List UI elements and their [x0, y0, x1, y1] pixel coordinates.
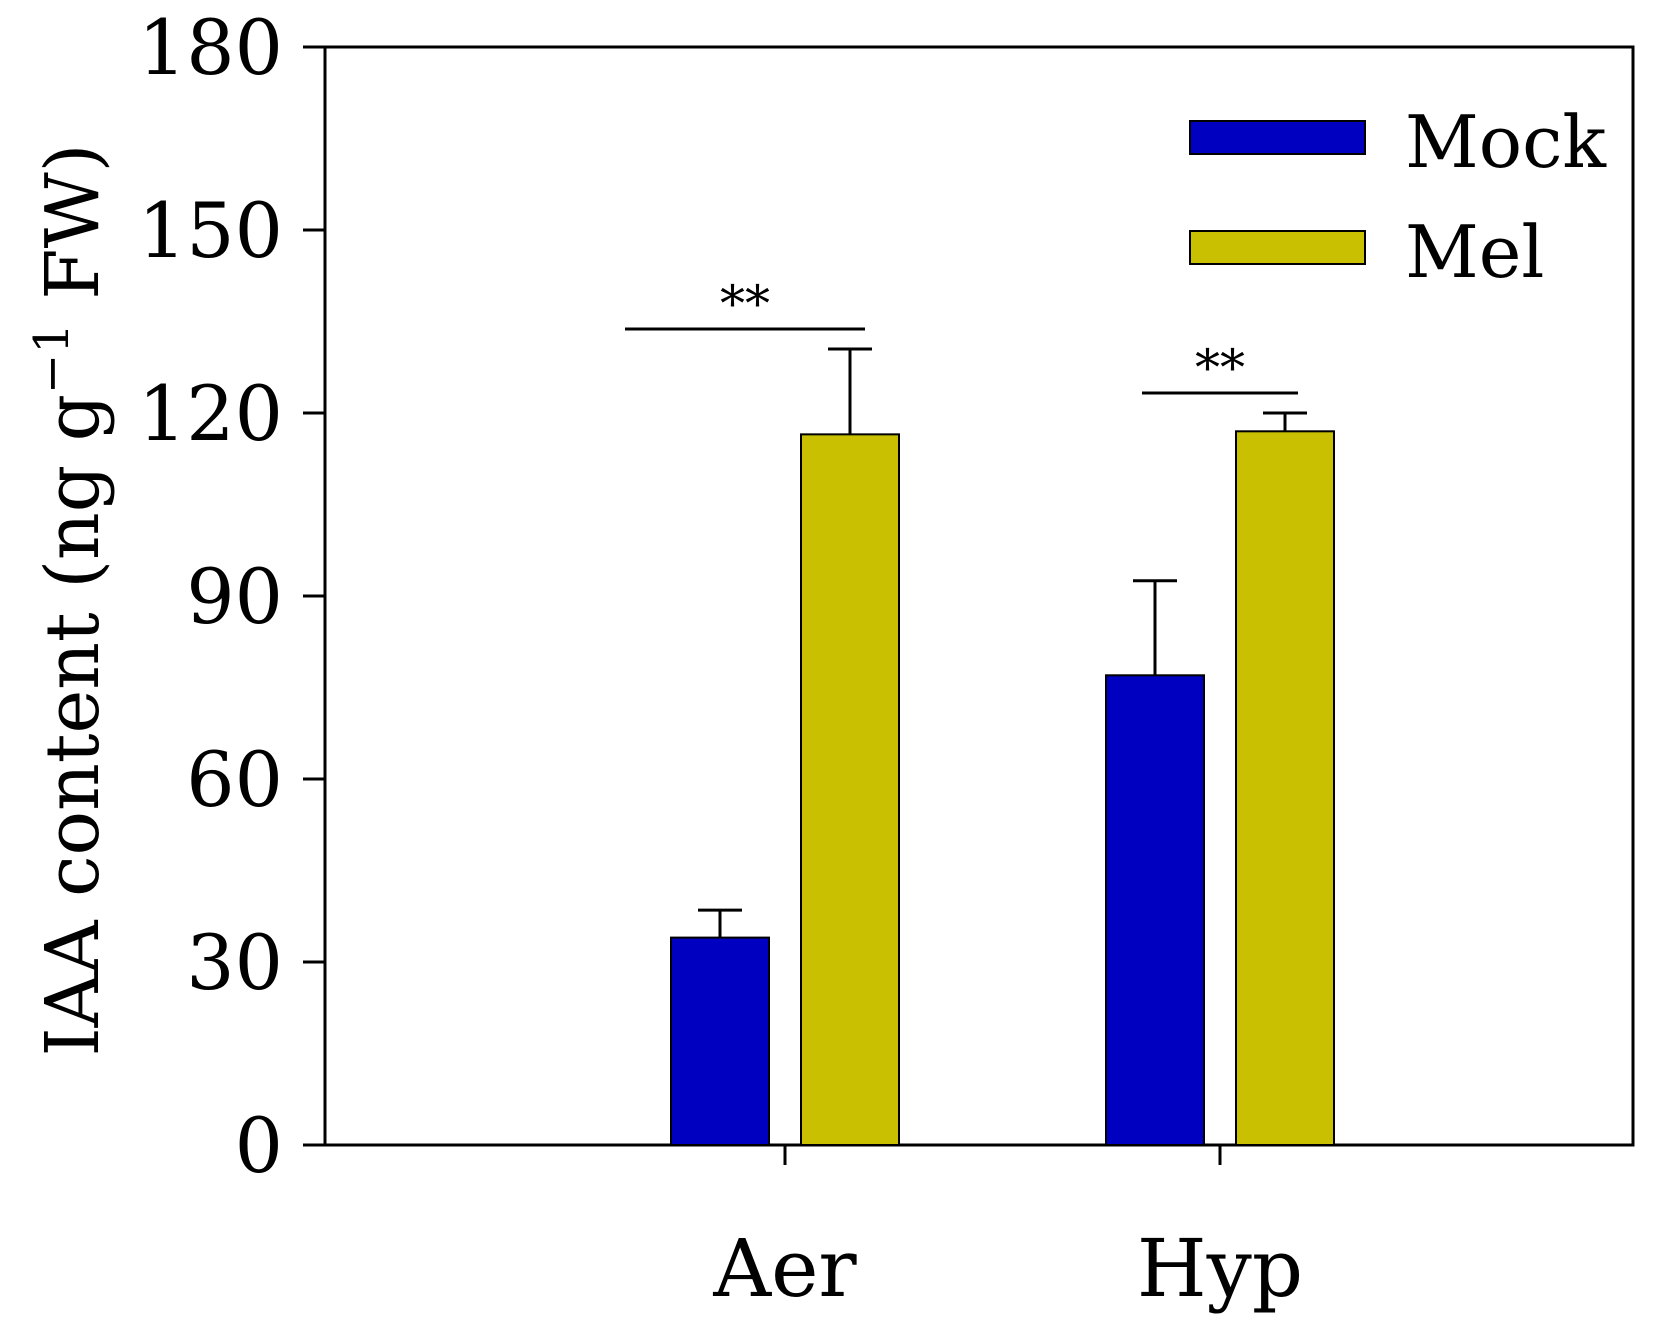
legend-swatch-mel [1189, 230, 1366, 265]
bars-group [670, 430, 1335, 1147]
legend-label-mock: Mock [1405, 100, 1607, 184]
y-axis-label-unit: FW) [30, 143, 116, 323]
bar-mel-aer [800, 433, 900, 1147]
legend-swatch-mock [1189, 120, 1366, 155]
error-bars-group [698, 347, 1307, 938]
x-tick-label-aer: Aer [712, 1222, 857, 1315]
y-tick-label: 120 [138, 369, 283, 458]
bar-mock-aer [670, 936, 770, 1146]
significance-group: ** ** [625, 275, 1298, 397]
legend: Mock Mel [1189, 100, 1607, 294]
y-tick-label: 90 [186, 552, 283, 641]
y-tick-label: 60 [186, 735, 283, 824]
legend-label-mel: Mel [1405, 210, 1544, 294]
y-tick-label: 150 [138, 186, 283, 275]
x-tick-label-hyp: Hyp [1137, 1222, 1303, 1315]
y-axis-ticks: 0 30 60 90 120 150 180 [138, 3, 325, 1190]
bar-mel-hyp [1235, 430, 1335, 1146]
x-axis-ticks: Aer Hyp [712, 1145, 1303, 1315]
y-axis-label-superscript: −1 [24, 323, 80, 394]
significance-label-aer: ** [720, 275, 770, 333]
y-tick-label: 30 [186, 918, 283, 1007]
significance-label-hyp: ** [1195, 339, 1245, 397]
y-tick-label: 180 [138, 3, 283, 92]
y-axis-label-main: IAA content (ng g [30, 394, 116, 1057]
bar-mock-hyp [1105, 674, 1205, 1146]
y-tick-label: 0 [235, 1101, 283, 1190]
y-axis-label: IAA content (ng g−1 FW) [24, 143, 116, 1056]
